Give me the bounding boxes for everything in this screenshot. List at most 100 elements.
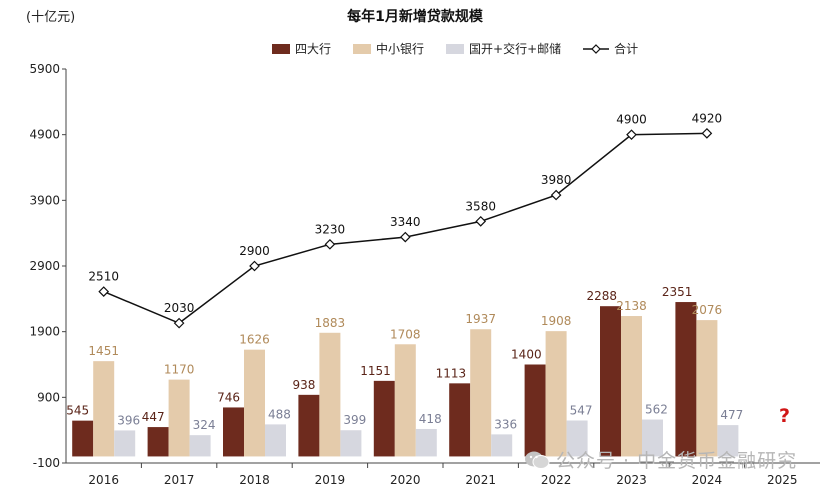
y-tick-label: -100	[33, 456, 60, 470]
data-label-big4: 1151	[360, 364, 391, 378]
y-tick-label: 4900	[29, 128, 60, 142]
legend: 四大行 中小银行 国开+交行+邮储 合计	[272, 40, 638, 57]
bar-small-mid	[319, 332, 341, 457]
data-label-policy: 488	[268, 407, 291, 421]
bar-policy	[717, 425, 739, 457]
data-label-total: 3340	[390, 215, 421, 229]
legend-item-policy: 国开+交行+邮储	[446, 40, 561, 57]
bar-policy	[642, 419, 663, 457]
data-label-big4: 1113	[436, 366, 467, 380]
x-tick-label: 2019	[315, 473, 346, 487]
y-tick-label: 5900	[29, 62, 60, 76]
data-label-policy: 324	[193, 418, 216, 432]
bar-policy	[491, 434, 513, 457]
data-label-policy: 396	[117, 413, 140, 427]
data-label-policy: 547	[570, 404, 593, 418]
x-tick-label: 2021	[465, 473, 496, 487]
total-point	[626, 129, 637, 141]
bar-big4	[675, 302, 697, 457]
data-label-total: 3980	[541, 173, 572, 187]
x-tick-label: 2023	[616, 473, 647, 487]
bar-small-mid	[621, 316, 642, 457]
x-tick-label: 2017	[164, 473, 195, 487]
x-tick-label: 2024	[692, 473, 723, 487]
data-label-small-mid: 1708	[390, 327, 421, 341]
y-tick-label: 900	[37, 390, 60, 404]
data-label-small-mid: 1937	[465, 312, 496, 326]
data-label-total: 2510	[88, 270, 119, 284]
bar-big4	[223, 407, 244, 457]
data-label-total: 2900	[239, 244, 270, 258]
watermark-text: 公众号 · 中金货币金融研究	[556, 450, 798, 472]
bar-small-mid	[545, 331, 567, 457]
y-tick-label: 2900	[29, 259, 60, 273]
data-label-total: 3230	[315, 222, 346, 236]
legend-item-big4: 四大行	[272, 40, 331, 57]
bar-small-mid	[696, 320, 718, 457]
bar-small-mid	[244, 349, 265, 457]
data-label-policy: 477	[720, 408, 743, 422]
data-label-small-mid: 1451	[88, 344, 119, 358]
total-point	[399, 231, 411, 243]
legend-label-policy: 国开+交行+邮储	[469, 42, 562, 56]
total-point	[701, 128, 713, 139]
x-tick-label: 2016	[88, 473, 119, 487]
watermark: 公众号 · 中金货币金融研究	[524, 446, 797, 473]
bar-small-mid	[168, 379, 190, 457]
bar-big4	[449, 383, 471, 457]
data-label-big4: 1400	[511, 348, 542, 362]
legend-label-big4: 四大行	[295, 42, 332, 56]
data-label-big4: 447	[142, 410, 165, 424]
x-tick-label: 2022	[541, 473, 572, 487]
total-point	[173, 317, 185, 329]
bar-small-mid	[470, 329, 492, 457]
wechat-icon	[525, 451, 550, 469]
total-point	[550, 189, 562, 201]
total-point	[249, 260, 260, 272]
bar-policy	[265, 424, 286, 457]
y-tick-label: 1900	[29, 325, 60, 339]
x-tick-label: 2020	[390, 473, 421, 487]
total-point	[324, 238, 336, 250]
data-label-big4: 746	[217, 390, 240, 404]
legend-item-small-mid: 中小银行	[353, 40, 424, 57]
unit-label: (十亿元)	[26, 10, 76, 25]
data-label-policy: 336	[494, 417, 517, 431]
unknown-2025-marker: ?	[779, 405, 791, 427]
legend-swatch-small-mid	[353, 43, 372, 54]
chart-title: 每年1月新增贷款规模	[347, 9, 483, 25]
bar-small-mid	[93, 361, 115, 457]
bar-big4	[147, 427, 169, 457]
x-tick-label: 2025	[767, 473, 798, 487]
data-label-total: 4900	[616, 113, 647, 127]
x-tick-label: 2018	[239, 473, 270, 487]
data-label-total: 4920	[692, 111, 723, 125]
total-point	[98, 286, 110, 297]
legend-swatch-total	[583, 43, 610, 54]
data-label-small-mid: 2138	[616, 299, 647, 313]
data-label-big4: 2288	[586, 289, 617, 303]
bar-big4	[298, 394, 320, 457]
data-label-policy: 418	[419, 412, 442, 426]
legend-label-total: 合计	[614, 42, 639, 56]
bar-big4	[600, 306, 621, 457]
data-label-small-mid: 1883	[315, 316, 346, 330]
bar-big4	[72, 420, 94, 457]
data-label-small-mid: 1170	[164, 363, 195, 377]
data-label-small-mid: 1626	[239, 333, 270, 347]
bar-big4	[524, 364, 546, 457]
bar-policy	[114, 430, 136, 457]
legend-swatch-policy	[446, 43, 465, 54]
data-label-big4: 938	[292, 378, 315, 392]
data-label-policy: 562	[645, 403, 668, 417]
data-label-small-mid: 2076	[692, 303, 723, 317]
legend-item-total: 合计	[583, 40, 638, 57]
data-label-total: 3580	[465, 199, 496, 213]
bar-policy	[340, 430, 362, 457]
data-label-big4: 545	[66, 404, 89, 418]
bar-small-mid	[394, 344, 416, 457]
bar-policy	[566, 420, 588, 457]
data-label-total: 2030	[164, 301, 195, 315]
total-point	[475, 215, 487, 227]
